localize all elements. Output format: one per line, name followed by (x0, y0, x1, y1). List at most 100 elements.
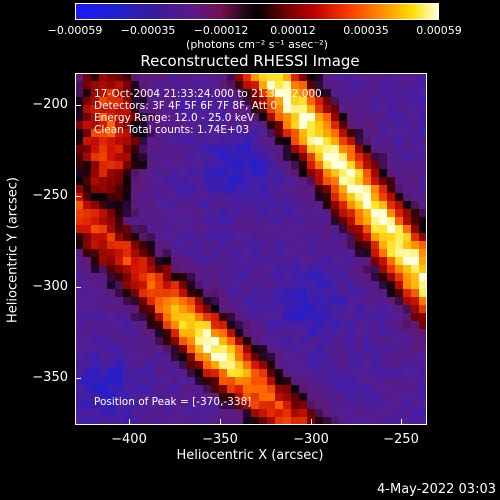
heatmap-cell (251, 161, 260, 170)
heatmap-cell (339, 353, 348, 362)
heatmap-cell (227, 169, 236, 178)
heatmap-cell (115, 209, 124, 218)
heatmap-cell (267, 409, 276, 418)
heatmap-cell (195, 321, 204, 330)
heatmap-cell (203, 377, 212, 386)
heatmap-cell (339, 321, 348, 330)
heatmap-cell (147, 113, 156, 122)
heatmap-cell (75, 161, 84, 170)
heatmap-cell (187, 345, 196, 354)
heatmap-cell (107, 217, 116, 226)
heatmap-cell (331, 321, 340, 330)
heatmap-cell (83, 113, 92, 122)
heatmap-cell (227, 129, 236, 138)
heatmap-cell (363, 265, 372, 274)
heatmap-cell (355, 217, 364, 226)
heatmap-cell (419, 113, 427, 122)
heatmap-cell (139, 369, 148, 378)
heatmap-cell (243, 305, 252, 314)
heatmap-cell (115, 257, 124, 266)
heatmap-cell (187, 265, 196, 274)
heatmap-cell (219, 385, 228, 394)
heatmap-cell (347, 249, 356, 258)
heatmap-cell (363, 241, 372, 250)
heatmap-cell (323, 153, 332, 162)
heatmap-cell (187, 409, 196, 418)
heatmap-cell (219, 377, 228, 386)
heatmap-cell (75, 297, 84, 306)
heatmap-cell (195, 73, 204, 82)
heatmap-cell (171, 129, 180, 138)
heatmap-cell (331, 281, 340, 290)
heatmap-cell (339, 281, 348, 290)
heatmap-cell (163, 369, 172, 378)
heatmap-cell (147, 345, 156, 354)
heatmap-cell (75, 121, 84, 130)
heatmap-cell (331, 265, 340, 274)
heatmap-cell (347, 337, 356, 346)
heatmap-cell (171, 185, 180, 194)
heatmap-cell (115, 185, 124, 194)
heatmap-cell (115, 329, 124, 338)
heatmap-cell (203, 393, 212, 402)
heatmap-cell (171, 417, 180, 425)
heatmap-cell (83, 281, 92, 290)
heatmap-cell (139, 233, 148, 242)
heatmap-cell (371, 409, 380, 418)
heatmap-cell (363, 345, 372, 354)
heatmap-cell (139, 353, 148, 362)
heatmap-cell (307, 249, 316, 258)
heatmap-cell (123, 209, 132, 218)
heatmap-cell (323, 313, 332, 322)
heatmap-cell (347, 393, 356, 402)
heatmap-cell (355, 89, 364, 98)
heatmap-cell (363, 137, 372, 146)
heatmap-cell (83, 241, 92, 250)
heatmap-cell (235, 313, 244, 322)
heatmap-cell (379, 345, 388, 354)
heatmap-cell (187, 329, 196, 338)
heatmap-cell (171, 233, 180, 242)
heatmap-cell (187, 241, 196, 250)
heatmap-cell (107, 265, 116, 274)
heatmap-cell (299, 113, 308, 122)
heatmap-cell (243, 297, 252, 306)
heatmap-cell (147, 89, 156, 98)
heatmap-cell (251, 193, 260, 202)
heatmap-cell (123, 201, 132, 210)
heatmap-cell (91, 241, 100, 250)
heatmap-cell (259, 185, 268, 194)
heatmap-cell (355, 169, 364, 178)
heatmap-cell (283, 273, 292, 282)
heatmap-cell (299, 129, 308, 138)
heatmap-cell (411, 121, 420, 130)
heatmap-cell (251, 233, 260, 242)
heatmap-cell (163, 313, 172, 322)
heatmap-cell (299, 305, 308, 314)
heatmap-cell (267, 137, 276, 146)
heatmap-cell (187, 113, 196, 122)
heatmap-cell (139, 281, 148, 290)
heatmap-cell (275, 113, 284, 122)
heatmap-cell (123, 153, 132, 162)
heatmap-cell (291, 89, 300, 98)
heatmap-cell (203, 385, 212, 394)
heatmap-cell (115, 161, 124, 170)
heatmap-cell (283, 177, 292, 186)
heatmap-cell (259, 217, 268, 226)
heatmap-cell (243, 313, 252, 322)
heatmap-cell (99, 281, 108, 290)
heatmap-cell (235, 105, 244, 114)
heatmap-cell (75, 385, 84, 394)
heatmap-cell (395, 129, 404, 138)
heatmap-cell (291, 169, 300, 178)
heatmap-cell (99, 297, 108, 306)
heatmap-cell (187, 225, 196, 234)
heatmap-cell (283, 289, 292, 298)
heatmap-cell (395, 401, 404, 410)
heatmap-cell (419, 169, 427, 178)
heatmap-cell (123, 297, 132, 306)
heatmap-cell (419, 377, 427, 386)
heatmap-cell (323, 297, 332, 306)
heatmap-cell (107, 361, 116, 370)
